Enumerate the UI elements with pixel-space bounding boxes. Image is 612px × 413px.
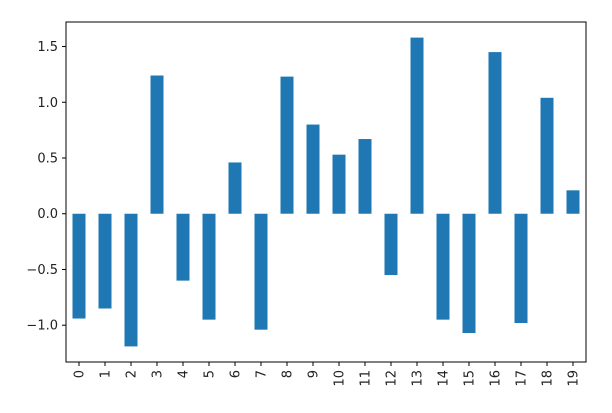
x-tick-label: 11 [359,370,374,387]
x-tick-label: 12 [385,370,400,387]
bar-6 [228,162,242,214]
x-tick-label: 14 [437,370,452,387]
bars-group [72,37,580,347]
x-tick-label: 4 [177,370,192,378]
y-axis-ticks: −1.0 −0.5 0.0 0.5 1.0 1.5 [26,40,66,334]
y-tick-label: 1.5 [37,40,58,55]
y-tick-label: 0.5 [37,152,58,167]
x-tick-label: 18 [541,370,556,387]
bar-10 [332,154,346,214]
bar-18 [540,97,554,214]
bar-15 [462,213,476,334]
bar-11 [358,139,372,214]
bar-4 [176,213,190,281]
x-tick-label: 9 [307,370,322,378]
bar-14 [436,213,450,320]
x-tick-label: 15 [463,370,478,387]
bar-5 [202,213,216,320]
x-axis-ticks: 0 1 2 3 4 5 6 7 8 9 10 11 12 13 14 15 16 17 18 19 [73,362,582,387]
x-tick-label: 13 [411,370,426,387]
x-tick-label: 3 [151,370,166,378]
x-tick-label: 16 [489,370,504,387]
bar-17 [514,213,528,323]
bar-0 [72,213,86,319]
bar-7 [254,213,268,330]
bar-9 [306,124,320,214]
x-tick-label: 1 [99,370,114,378]
bar-12 [384,213,398,276]
bar-3 [150,75,164,214]
bar-2 [124,213,138,347]
x-tick-label: 17 [515,370,530,387]
x-tick-label: 2 [125,370,140,378]
y-tick-label: 0.0 [37,207,58,222]
bar-19 [566,190,580,214]
x-tick-label: 19 [567,370,582,387]
plot-frame [65,21,587,363]
x-tick-label: 6 [229,370,244,378]
bar-13 [410,37,424,214]
bar-16 [488,52,502,214]
y-tick-label: −1.0 [26,319,58,334]
x-tick-label: 7 [255,370,270,378]
x-tick-label: 10 [333,370,348,387]
bar-8 [280,76,294,214]
y-tick-label: 1.0 [37,96,58,111]
bar-1 [98,213,112,309]
x-tick-label: 0 [73,370,88,378]
x-tick-label: 8 [281,370,296,378]
x-tick-label: 5 [203,370,218,378]
y-tick-label: −0.5 [26,263,58,278]
